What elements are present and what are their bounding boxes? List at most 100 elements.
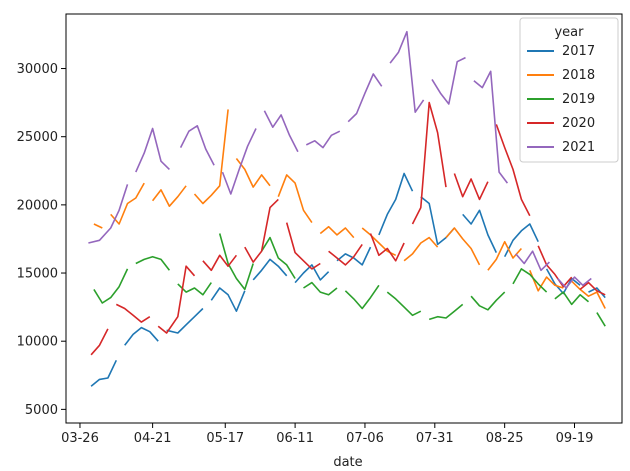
series-2020-line-7 xyxy=(369,233,405,262)
legend-label: 2019 xyxy=(562,92,595,107)
series-2020-line-0 xyxy=(90,328,109,356)
legend-label: 2018 xyxy=(562,68,595,83)
series-2019 xyxy=(93,233,606,327)
x-tick-label: 05-17 xyxy=(206,431,244,446)
y-tick-label: 30000 xyxy=(17,62,58,77)
y-tick-label: 10000 xyxy=(17,335,58,350)
series-2021-line-0 xyxy=(88,184,129,244)
series-2020-line-4 xyxy=(244,198,279,263)
series-2021-line-9 xyxy=(473,70,509,184)
legend-label: 2017 xyxy=(562,44,595,59)
series-2020-line-3 xyxy=(202,254,238,272)
series-2017-line-9 xyxy=(462,209,498,253)
series-2021-line-7 xyxy=(389,30,425,113)
y-tick-label: 25000 xyxy=(17,130,58,145)
series-2017-line-1 xyxy=(124,326,159,346)
series-2019-line-0 xyxy=(93,268,129,304)
series-2018-line-7 xyxy=(361,227,397,257)
series-2018-line-5 xyxy=(277,174,313,224)
series-2019-line-2 xyxy=(177,282,212,296)
series-2018-line-4 xyxy=(235,158,271,188)
legend-item-2021: 2021 xyxy=(527,140,595,155)
series-2020-line-12 xyxy=(579,281,606,296)
series-2018-line-6 xyxy=(319,225,355,239)
x-axis-title: date xyxy=(333,455,362,470)
series-2021-line-10 xyxy=(515,250,550,272)
series-2021-line-5 xyxy=(305,130,341,149)
x-axis: 03-26 04-21 05-17 06-11 07-06 07-31 08-25 09-19 xyxy=(61,423,593,446)
series-2018 xyxy=(93,109,606,309)
series-2021-line-11 xyxy=(557,276,592,289)
legend-item-2018: 2018 xyxy=(527,68,595,83)
series-2020 xyxy=(90,101,606,356)
series-2018-line-12 xyxy=(571,280,606,309)
series-2020-line-6 xyxy=(328,243,363,266)
series-2021 xyxy=(88,30,592,289)
x-tick-label: 03-26 xyxy=(61,431,99,446)
y-tick-label: 5000 xyxy=(25,403,58,418)
series-2018-line-8 xyxy=(403,236,439,262)
series-2019-line-8 xyxy=(428,303,464,321)
series-2017-line-5 xyxy=(294,264,330,284)
series-2020-line-8 xyxy=(411,101,447,225)
series-2018-line-11 xyxy=(529,269,564,292)
series-layer xyxy=(88,30,606,387)
legend-item-2017: 2017 xyxy=(527,44,595,59)
series-2017-line-12 xyxy=(588,287,606,299)
series-2021-line-6 xyxy=(347,73,383,123)
series-2017-line-8 xyxy=(420,196,456,246)
x-tick-label: 06-11 xyxy=(276,431,314,446)
plot-frame xyxy=(65,13,623,424)
series-2017-line-6 xyxy=(336,246,372,266)
legend-frame xyxy=(519,17,619,163)
series-2019-line-3 xyxy=(218,233,254,291)
series-2018-line-1 xyxy=(110,182,145,225)
series-2021-line-4 xyxy=(263,110,299,153)
y-axis: 5000 10000 15000 20000 25000 30000 xyxy=(17,62,66,418)
series-2018-line-2 xyxy=(151,185,187,207)
series-2019-line-7 xyxy=(386,291,422,317)
legend-title: year xyxy=(554,25,584,40)
x-tick-label: 09-19 xyxy=(556,431,594,446)
series-2021-line-8 xyxy=(431,56,466,105)
series-2019-line-9 xyxy=(470,291,506,311)
series-2017-line-10 xyxy=(503,223,539,258)
series-2019-line-1 xyxy=(135,255,171,271)
legend: year 2017 2018 2019 2020 2021 xyxy=(519,17,619,163)
series-2020-line-9 xyxy=(453,173,489,201)
y-tick-label: 20000 xyxy=(17,198,58,213)
y-tick-label: 15000 xyxy=(17,267,58,282)
legend-item-2019: 2019 xyxy=(527,92,595,107)
series-2019-line-4 xyxy=(260,236,296,279)
series-2021-line-2 xyxy=(179,125,215,166)
legend-label: 2021 xyxy=(562,140,595,155)
series-2018-line-9 xyxy=(445,227,481,266)
x-tick-label: 04-21 xyxy=(134,431,172,446)
series-2020-line-5 xyxy=(285,222,321,270)
series-2020-line-1 xyxy=(115,303,151,323)
series-2019-line-11 xyxy=(554,291,590,306)
series-2020-line-2 xyxy=(157,265,196,334)
legend-item-2020: 2020 xyxy=(527,116,595,131)
series-2017-line-4 xyxy=(252,258,288,281)
x-tick-label: 08-25 xyxy=(486,431,524,446)
series-2017-line-2 xyxy=(166,307,204,334)
series-2021-line-3 xyxy=(221,128,257,195)
series-2021-line-1 xyxy=(135,127,170,173)
series-2018-line-3 xyxy=(193,109,229,205)
series-2019-line-12 xyxy=(596,312,606,327)
series-2020-line-10 xyxy=(495,124,531,217)
series-2017-line-3 xyxy=(210,287,246,313)
series-2019-line-5 xyxy=(303,281,338,296)
legend-label: 2020 xyxy=(562,116,595,131)
x-tick-label: 07-06 xyxy=(346,431,384,446)
series-2020-line-11 xyxy=(537,245,573,288)
series-2019-line-10 xyxy=(512,268,548,293)
series-2017-line-0 xyxy=(90,359,118,387)
series-2017-line-7 xyxy=(378,172,414,236)
x-tick-label: 07-31 xyxy=(416,431,454,446)
series-2019-line-6 xyxy=(344,284,380,310)
series-2018-line-0 xyxy=(93,223,103,229)
series-2017 xyxy=(90,172,606,387)
